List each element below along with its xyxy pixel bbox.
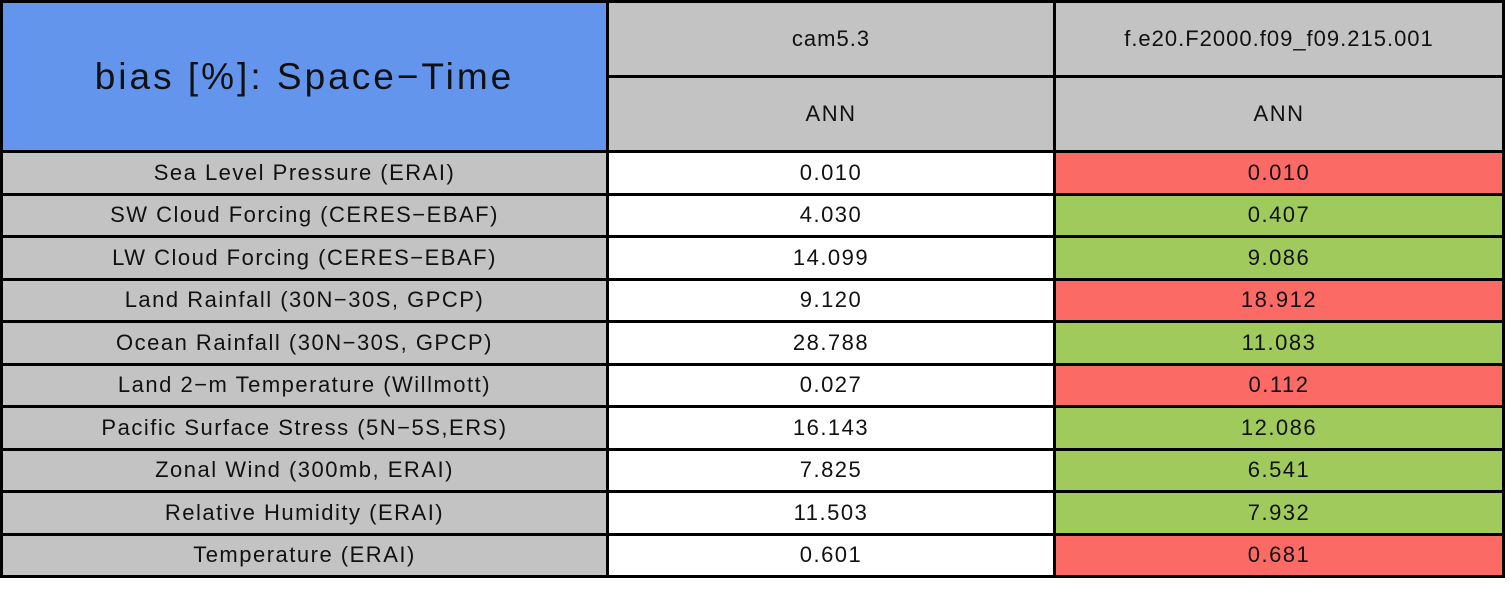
value-cell-test: 0.027 — [606, 362, 1056, 408]
value-cell-test: 0.010 — [606, 150, 1056, 196]
value-cell-control: 11.083 — [1053, 320, 1505, 366]
variable-label: SW Cloud Forcing (CERES−EBAF) — [0, 192, 609, 238]
value-cell-test: 28.788 — [606, 320, 1056, 366]
value-cell-control: 0.112 — [1053, 362, 1505, 408]
variable-label: Pacific Surface Stress (5N−5S,ERS) — [0, 405, 609, 451]
value-cell-test: 11.503 — [606, 490, 1056, 536]
header-row-seasons: ANN ANN — [2, 75, 1505, 153]
table-row: Relative Humidity (ERAI) 11.503 7.932 — [0, 490, 1505, 536]
variable-label: Ocean Rainfall (30N−30S, GPCP) — [0, 320, 609, 366]
variable-label: Land Rainfall (30N−30S, GPCP) — [0, 277, 609, 323]
table-row: SW Cloud Forcing (CERES−EBAF) 4.030 0.40… — [0, 192, 1505, 238]
table-row: Zonal Wind (300mb, ERAI) 7.825 6.541 — [0, 447, 1505, 493]
value-cell-control: 0.407 — [1053, 192, 1505, 238]
value-cell-control: 0.010 — [1053, 150, 1505, 196]
table-row: LW Cloud Forcing (CERES−EBAF) 14.099 9.0… — [0, 235, 1505, 281]
variable-label: Land 2−m Temperature (Willmott) — [0, 362, 609, 408]
table-title: bias [%]: Space−Time — [0, 0, 609, 153]
value-cell-control: 6.541 — [1053, 447, 1505, 493]
table-row: Pacific Surface Stress (5N−5S,ERS) 16.14… — [0, 405, 1505, 451]
value-cell-control: 12.086 — [1053, 405, 1505, 451]
season-header-test: ANN — [606, 75, 1056, 153]
value-cell-test: 7.825 — [606, 447, 1056, 493]
variable-label: Relative Humidity (ERAI) — [0, 490, 609, 536]
value-cell-test: 14.099 — [606, 235, 1056, 281]
variable-label: Sea Level Pressure (ERAI) — [0, 150, 609, 196]
value-cell-test: 0.601 — [606, 532, 1056, 578]
value-cell-control: 9.086 — [1053, 235, 1505, 281]
table-row: Sea Level Pressure (ERAI) 0.010 0.010 — [0, 150, 1505, 196]
value-cell-control: 7.932 — [1053, 490, 1505, 536]
model-header-test: cam5.3 — [606, 0, 1056, 78]
bias-space-time-table: bias [%]: Space−Time cam5.3 f.e20.F2000.… — [0, 0, 1505, 578]
variable-label: LW Cloud Forcing (CERES−EBAF) — [0, 235, 609, 281]
variable-label: Temperature (ERAI) — [0, 532, 609, 578]
season-header-control: ANN — [1053, 75, 1505, 153]
value-cell-test: 4.030 — [606, 192, 1056, 238]
value-cell-control: 18.912 — [1053, 277, 1505, 323]
table-row: Temperature (ERAI) 0.601 0.681 — [0, 532, 1505, 578]
table-row: Ocean Rainfall (30N−30S, GPCP) 28.788 11… — [0, 320, 1505, 366]
model-header-control: f.e20.F2000.f09_f09.215.001 — [1053, 0, 1505, 78]
table-row: Land Rainfall (30N−30S, GPCP) 9.120 18.9… — [0, 277, 1505, 323]
value-cell-test: 16.143 — [606, 405, 1056, 451]
variable-label: Zonal Wind (300mb, ERAI) — [0, 447, 609, 493]
value-cell-control: 0.681 — [1053, 532, 1505, 578]
table-row: Land 2−m Temperature (Willmott) 0.027 0.… — [0, 362, 1505, 408]
header-row-models: bias [%]: Space−Time cam5.3 f.e20.F2000.… — [0, 0, 1505, 153]
value-cell-test: 9.120 — [606, 277, 1056, 323]
